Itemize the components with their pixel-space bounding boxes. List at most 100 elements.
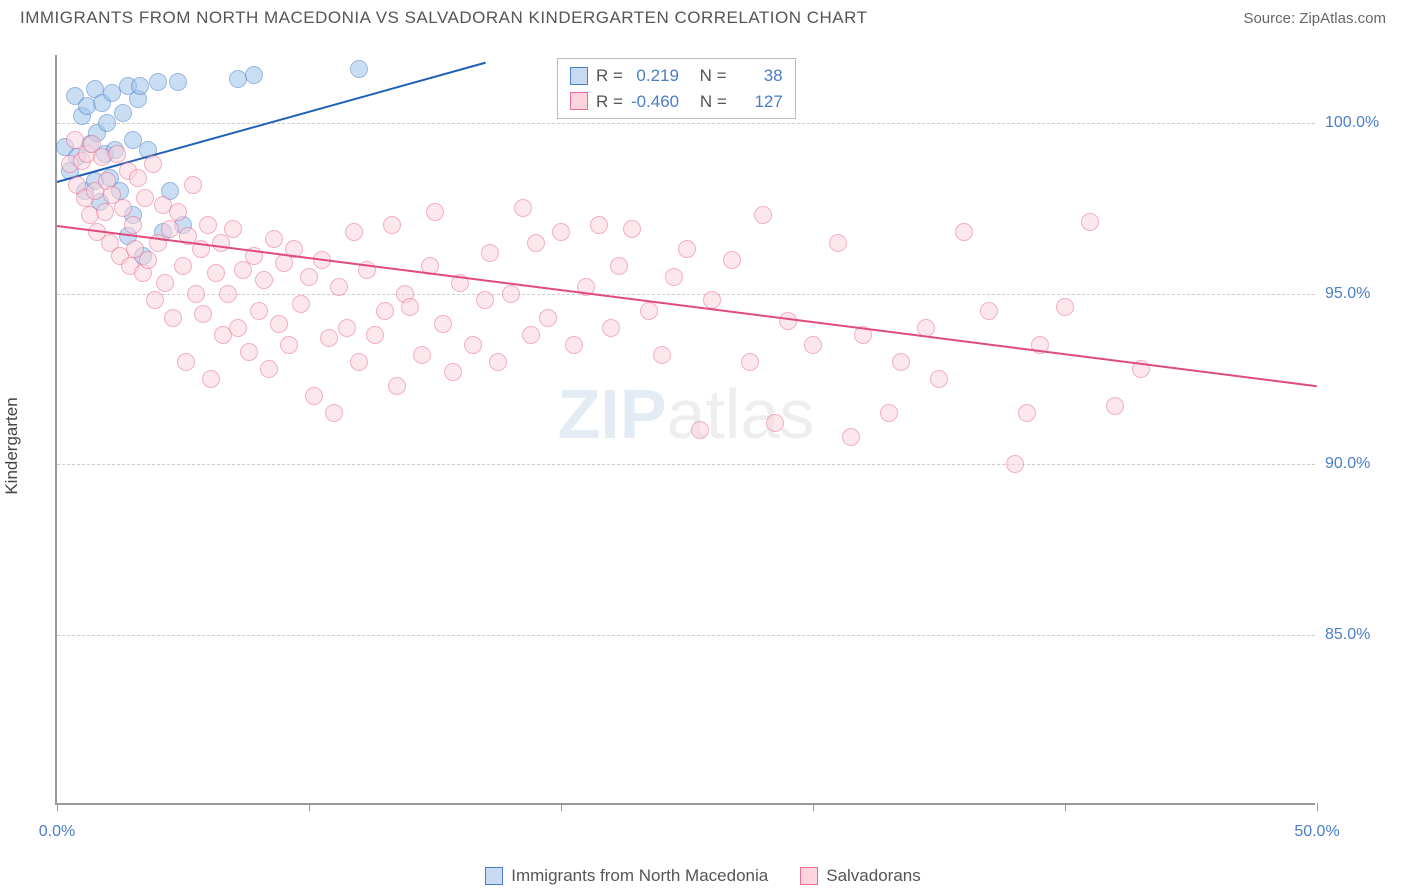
data-point xyxy=(292,295,310,313)
legend-item-blue: Immigrants from North Macedonia xyxy=(485,866,768,886)
data-point xyxy=(136,189,154,207)
swatch-icon xyxy=(570,67,588,85)
data-point xyxy=(144,155,162,173)
data-point xyxy=(880,404,898,422)
data-point xyxy=(164,309,182,327)
data-point xyxy=(129,169,147,187)
data-point xyxy=(678,240,696,258)
gridline xyxy=(57,123,1315,124)
data-point xyxy=(376,302,394,320)
xtick-label: 50.0% xyxy=(1294,823,1339,841)
bottom-legend: Immigrants from North Macedonia Salvador… xyxy=(0,866,1406,886)
data-point xyxy=(1018,404,1036,422)
data-point xyxy=(212,234,230,252)
data-point xyxy=(1056,298,1074,316)
data-point xyxy=(514,199,532,217)
stat-row-pink: R = -0.460 N = 127 xyxy=(570,89,783,115)
data-point xyxy=(280,336,298,354)
data-point xyxy=(229,319,247,337)
data-point xyxy=(754,206,772,224)
data-point xyxy=(691,421,709,439)
gridline xyxy=(57,635,1315,636)
data-point xyxy=(338,319,356,337)
data-point xyxy=(565,336,583,354)
data-point xyxy=(124,216,142,234)
stat-legend-box: R = 0.219 N = 38 R = -0.460 N = 127 xyxy=(557,58,796,119)
data-point xyxy=(187,285,205,303)
y-axis-label: Kindergarten xyxy=(2,397,22,494)
data-point xyxy=(892,353,910,371)
data-point xyxy=(245,66,263,84)
data-point xyxy=(388,377,406,395)
data-point xyxy=(366,326,384,344)
data-point xyxy=(161,220,179,238)
data-point xyxy=(194,305,212,323)
data-point xyxy=(345,223,363,241)
data-point xyxy=(199,216,217,234)
ytick-label: 100.0% xyxy=(1325,114,1395,132)
data-point xyxy=(464,336,482,354)
data-point xyxy=(202,370,220,388)
stat-row-blue: R = 0.219 N = 38 xyxy=(570,63,783,89)
swatch-icon xyxy=(485,867,503,885)
ytick-label: 85.0% xyxy=(1325,626,1395,644)
ytick-label: 90.0% xyxy=(1325,455,1395,473)
data-point xyxy=(434,315,452,333)
data-point xyxy=(413,346,431,364)
data-point xyxy=(320,329,338,347)
gridline xyxy=(57,294,1315,295)
data-point xyxy=(476,291,494,309)
data-point xyxy=(224,220,242,238)
data-point xyxy=(489,353,507,371)
data-point xyxy=(955,223,973,241)
data-point xyxy=(401,298,419,316)
xtick xyxy=(309,803,310,811)
data-point xyxy=(481,244,499,262)
data-point xyxy=(131,77,149,95)
xtick xyxy=(1317,803,1318,811)
data-point xyxy=(325,404,343,422)
data-point xyxy=(250,302,268,320)
legend-item-pink: Salvadorans xyxy=(800,866,921,886)
data-point xyxy=(265,230,283,248)
data-point xyxy=(260,360,278,378)
data-point xyxy=(255,271,273,289)
xtick xyxy=(561,803,562,811)
data-point xyxy=(623,220,641,238)
data-point xyxy=(350,353,368,371)
swatch-icon xyxy=(570,92,588,110)
data-point xyxy=(842,428,860,446)
swatch-icon xyxy=(800,867,818,885)
data-point xyxy=(444,363,462,381)
data-point xyxy=(177,353,195,371)
xtick xyxy=(57,803,58,811)
data-point xyxy=(829,234,847,252)
data-point xyxy=(169,203,187,221)
data-point xyxy=(300,268,318,286)
data-point xyxy=(156,274,174,292)
chart-title: IMMIGRANTS FROM NORTH MACEDONIA VS SALVA… xyxy=(20,8,867,28)
data-point xyxy=(184,176,202,194)
data-point xyxy=(146,291,164,309)
xtick-label: 0.0% xyxy=(39,823,75,841)
data-point xyxy=(602,319,620,337)
data-point xyxy=(139,251,157,269)
data-point xyxy=(527,234,545,252)
source-label: Source: ZipAtlas.com xyxy=(1243,10,1386,27)
data-point xyxy=(114,199,132,217)
plot-area: ZIPatlas R = 0.219 N = 38 R = -0.460 N =… xyxy=(55,55,1315,805)
data-point xyxy=(502,285,520,303)
data-point xyxy=(610,257,628,275)
data-point xyxy=(207,264,225,282)
data-point xyxy=(174,257,192,275)
data-point xyxy=(930,370,948,388)
data-point xyxy=(766,414,784,432)
data-point xyxy=(723,251,741,269)
data-point xyxy=(383,216,401,234)
data-point xyxy=(330,278,348,296)
data-point xyxy=(1006,455,1024,473)
data-point xyxy=(169,73,187,91)
data-point xyxy=(590,216,608,234)
data-point xyxy=(96,203,114,221)
gridline xyxy=(57,464,1315,465)
